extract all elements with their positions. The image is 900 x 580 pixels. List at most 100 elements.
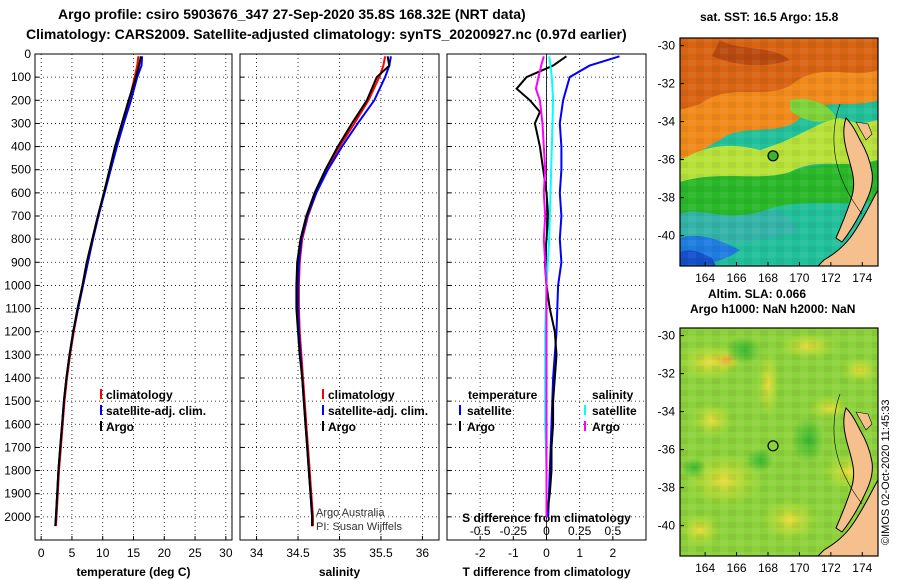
map-lat-label: -38: [658, 191, 676, 205]
x-tick-label: 2: [609, 546, 616, 560]
sla-map-title: Altim. SLA: 0.066: [708, 287, 807, 301]
series-line-temperature-argo: [515, 55, 567, 518]
y-tick-label: 800: [11, 232, 31, 246]
y-tick-label: 1600: [4, 417, 31, 431]
y-tick-label: 1200: [4, 325, 31, 339]
series-line-salinity-argo: [534, 56, 548, 517]
x-tick-label: -2: [475, 546, 486, 560]
map-lon-label: 168: [758, 561, 778, 575]
x-tick-label: 25: [188, 546, 202, 560]
x-tick-label: 15: [127, 546, 141, 560]
h1000-map: [680, 328, 878, 556]
legend-label: Argo: [106, 420, 134, 434]
x2-tick-label: 0.5: [604, 524, 621, 538]
y-tick-label: 500: [11, 163, 31, 177]
x-tick-label: 10: [96, 546, 110, 560]
y-tick-label: 200: [11, 93, 31, 107]
y-tick-label: 300: [11, 116, 31, 130]
x-tick-label: 34.5: [286, 546, 310, 560]
legend-label: climatology: [106, 388, 173, 402]
map-lon-label: 172: [821, 561, 841, 575]
map-lat-label: -36: [658, 443, 676, 457]
map-lon-label: 166: [727, 271, 747, 285]
legend-label: satellite: [467, 404, 512, 418]
map-lon-label: 174: [852, 561, 872, 575]
x-tick-label: 35.5: [369, 546, 393, 560]
series-line-argo: [295, 56, 391, 527]
temperature-profile-panel: 0100200300400500600700800900100011001200…: [4, 47, 233, 579]
float-position-marker: [767, 440, 779, 452]
y-tick-label: 1100: [5, 302, 31, 316]
series-line-salinity-satellite: [544, 56, 555, 517]
map-lon-label: 172: [821, 271, 841, 285]
x2-tick-label: -0.5: [470, 524, 491, 538]
y-tick-label: 2000: [4, 510, 31, 524]
salinity-profile-panel: 34 34.5 35 35.5 36 salinity climatology satelli…: [239, 53, 440, 579]
y-tick-label: 100: [11, 70, 31, 84]
map-lon-label: 170: [789, 561, 809, 575]
x-axis-label: temperature (deg C): [76, 565, 190, 579]
legend-label: temperature: [468, 388, 538, 402]
legend-label: Argo: [592, 420, 620, 434]
x-tick-label: 0: [38, 546, 45, 560]
map-frame: [679, 37, 879, 267]
map-lon-label: 168: [758, 271, 778, 285]
x-tick-label: 20: [158, 546, 172, 560]
annotation-text: Argo Australia: [316, 507, 385, 519]
legend-label: satellite: [592, 404, 637, 418]
y-tick-label: 600: [11, 186, 31, 200]
x-axis-label: salinity: [319, 565, 361, 579]
series-line-temperature-satellite: [547, 55, 620, 517]
sst-map: [680, 38, 878, 266]
y-tick-label: 0: [24, 47, 31, 61]
map-lat-label: -34: [658, 405, 676, 419]
h-map-title: Argo h1000: NaN h2000: NaN: [690, 302, 856, 316]
x-tick-label: 35: [333, 546, 347, 560]
map-lat-label: -32: [658, 77, 676, 91]
y-tick-label: 900: [11, 255, 31, 269]
map-lat-label: -40: [658, 229, 676, 243]
legend-label: satellite-adj. clim.: [328, 404, 428, 418]
map-axes: 164 166 168 170 172 174 -30 -32 -34 -36 -38 -40 164 1…: [658, 37, 879, 575]
map-lat-label: -32: [658, 367, 676, 381]
legend-label: Argo: [467, 420, 495, 434]
difference-profile-panel: -2 -1 0 1 2 T difference from climatology -0.5…: [446, 53, 647, 579]
y-tick-label: 1800: [4, 464, 31, 478]
x-axis-label: T difference from climatology: [462, 565, 630, 579]
map-lon-label: 164: [695, 561, 715, 575]
x-tick-label: 30: [219, 546, 233, 560]
series-line-argo: [54, 56, 142, 527]
map-lon-label: 166: [727, 561, 747, 575]
y-tick-label: 1400: [4, 371, 31, 385]
map-lat-label: -30: [658, 329, 676, 343]
x2-tick-label: -0.25: [500, 524, 528, 538]
y-tick-label: 1000: [4, 278, 31, 292]
x-tick-label: 0: [543, 546, 550, 560]
map-lon-label: 174: [852, 271, 872, 285]
y-tick-label: 1900: [4, 487, 31, 501]
x-tick-label: -1: [508, 546, 519, 560]
x-tick-label: 5: [69, 546, 76, 560]
float-position-marker: [767, 150, 779, 162]
map-lat-label: -40: [658, 519, 676, 533]
y-tick-label: 400: [11, 140, 31, 154]
annotation-text: PI: Susan Wijffels: [316, 521, 402, 533]
y-tick-label: 1500: [4, 394, 31, 408]
map-lat-label: -36: [658, 153, 676, 167]
map-lat-label: -38: [658, 481, 676, 495]
y-tick-label: 700: [11, 209, 31, 223]
sst-map-title: sat. SST: 16.5 Argo: 15.8: [700, 10, 839, 24]
plot-title-line1: Argo profile: csiro 5903676_347 27-Sep-2…: [58, 6, 526, 22]
map-lat-label: -30: [658, 39, 676, 53]
plot-title-line2: Climatology: CARS2009. Satellite-adjuste…: [26, 26, 627, 42]
y-tick-label: 1300: [4, 348, 31, 362]
y-tick-label: 1700: [4, 440, 31, 454]
legend-label: Argo: [328, 420, 356, 434]
legend-label: climatology: [328, 388, 395, 402]
map-frame: [679, 327, 879, 557]
x-tick-label: 36: [416, 546, 430, 560]
x2-tick-label: 0.25: [568, 524, 592, 538]
legend-label: satellite-adj. clim.: [106, 404, 206, 418]
legend-label: salinity: [592, 388, 634, 402]
